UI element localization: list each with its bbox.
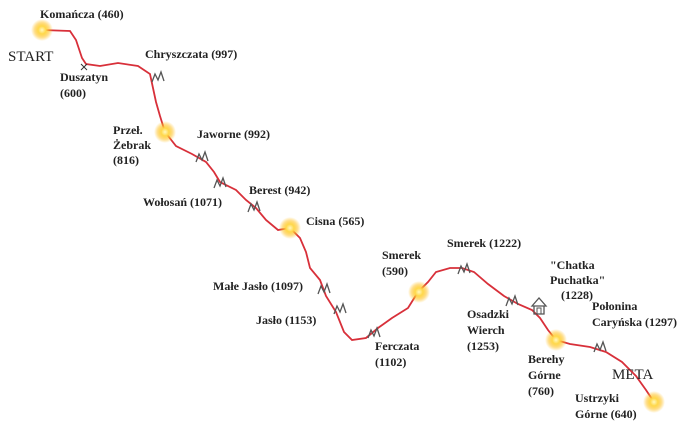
finish-label: META: [612, 367, 653, 383]
town-icon: [643, 391, 665, 413]
place-label: (1228): [561, 288, 593, 302]
place-label: Górne (640): [575, 407, 637, 421]
place-label: Berest (942): [249, 183, 310, 197]
place-label: Małe Jasło (1097): [213, 279, 303, 293]
place-label: Smerek (1222): [447, 236, 521, 250]
place-label: (1102): [375, 355, 406, 369]
place-label: (816): [113, 153, 139, 167]
place-label: Przeł.: [113, 123, 143, 137]
peak-icon: [333, 302, 347, 315]
peak-icon: [151, 70, 165, 83]
place-label: (1253): [467, 339, 499, 353]
place-label: Duszatyn: [60, 70, 108, 84]
place-label: (760): [528, 384, 554, 398]
peak-icon: [213, 176, 227, 189]
place-label: Jaworne (992): [197, 127, 270, 141]
town-icon: [279, 217, 301, 239]
place-label: Wołosań (1071): [143, 195, 222, 209]
place-label: Jasło (1153): [256, 313, 316, 327]
place-label: Chryszczata (997): [145, 47, 237, 61]
place-label: (590): [382, 264, 408, 278]
place-label: Smerek: [382, 248, 421, 262]
place-label: Cisna (565): [306, 214, 364, 228]
peak-icon: [505, 294, 519, 307]
place-label: "Chatka: [550, 258, 595, 272]
place-label: Górne: [528, 368, 561, 382]
pass-mark: [80, 63, 88, 71]
town-icon: [31, 19, 53, 41]
place-label: Ferczata: [375, 339, 419, 353]
town-icon: [154, 121, 176, 143]
place-label: Wierch: [467, 323, 505, 337]
peak-icon: [367, 326, 381, 339]
place-label: Połonina: [592, 299, 637, 313]
place-label: Komańcza (460): [40, 7, 124, 21]
peak-icon: [247, 200, 261, 213]
peak-icon: [593, 340, 607, 353]
place-label: Puchatka": [550, 273, 605, 287]
town-icon: [545, 329, 567, 351]
hut-icon: [530, 297, 548, 315]
place-label: Osadzki: [467, 307, 510, 321]
place-label: Żebrak: [113, 138, 151, 152]
place-label: Ustrzyki: [575, 391, 620, 405]
peak-icon: [195, 150, 209, 163]
route: [41, 29, 655, 403]
place-label: Caryńska (1297): [592, 315, 677, 329]
place-label: Berehy: [528, 352, 564, 366]
start-label: START: [8, 49, 53, 65]
place-label: (600): [60, 86, 86, 100]
peak-icon: [317, 282, 331, 295]
peak-icon: [457, 262, 471, 275]
town-icon: [408, 281, 430, 303]
